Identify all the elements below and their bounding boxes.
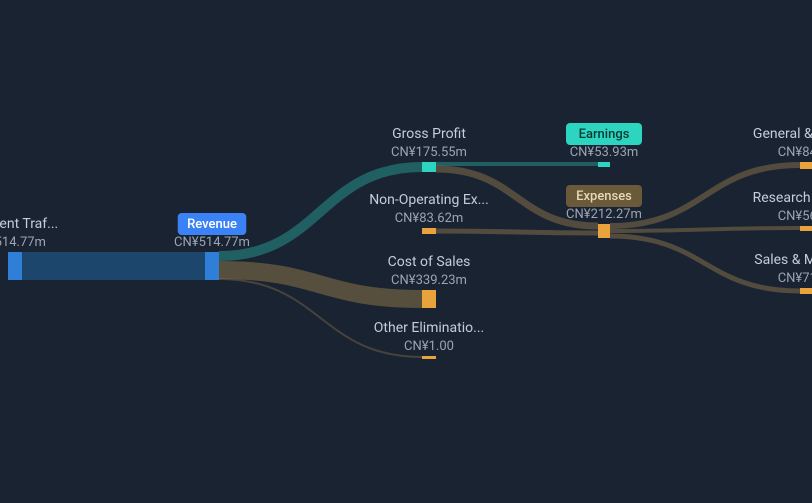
- node-cost_sales: [422, 290, 436, 308]
- node-value-cost_sales: CN¥339.23m: [391, 273, 467, 288]
- node-earnings: [598, 162, 610, 167]
- node-label-rd: Research & Devel...: [753, 190, 812, 206]
- node-label-expenses: Expenses: [576, 189, 632, 204]
- node-label-cost_sales: Cost of Sales: [388, 254, 471, 270]
- node-label-ga: General & Admini...: [753, 126, 812, 142]
- node-value-sm: CN¥71.32m: [778, 271, 812, 286]
- sankey-diagram: Intelligent Traf... CN¥514.77m Revenue CN¥5…: [0, 0, 812, 503]
- node-sm: [800, 288, 812, 294]
- node-value-expenses: CN¥212.27m: [566, 207, 642, 222]
- node-value-nonop: CN¥83.62m: [395, 211, 464, 226]
- node-value-rd: CN¥56.26m: [778, 209, 812, 224]
- node-label-nonop: Non-Operating Ex...: [369, 192, 489, 208]
- node-value-revenue: CN¥514.77m: [174, 235, 250, 250]
- node-label-sm: Sales & Marketin...: [754, 252, 812, 268]
- node-value-other_elim: CN¥1.00: [404, 339, 454, 354]
- node-nonop: [422, 228, 436, 234]
- node-label-revenue: Revenue: [187, 217, 237, 232]
- node-value-source: CN¥514.77m: [0, 235, 46, 250]
- node-other_elim: [422, 356, 436, 359]
- node-revenue: [205, 252, 219, 280]
- node-source: [8, 252, 22, 280]
- node-value-ga: CN¥84.68m: [778, 145, 812, 160]
- flow-expenses-to-rd: [610, 228, 800, 231]
- node-expenses: [598, 224, 610, 238]
- node-rd: [800, 226, 812, 231]
- node-label-source: Intelligent Traf...: [0, 216, 58, 232]
- node-value-earnings: CN¥53.93m: [570, 145, 639, 160]
- node-label-earnings: Earnings: [579, 127, 630, 142]
- nodes-group: Intelligent Traf... CN¥514.77m Revenue CN¥5…: [0, 123, 812, 359]
- node-label-gross_profit: Gross Profit: [392, 126, 466, 142]
- node-value-gross_profit: CN¥175.55m: [391, 145, 467, 160]
- node-label-other_elim: Other Eliminatio...: [374, 320, 484, 336]
- flow-nonop-to-expenses: [436, 231, 598, 233]
- node-gross_profit: [422, 162, 436, 172]
- node-ga: [800, 162, 812, 169]
